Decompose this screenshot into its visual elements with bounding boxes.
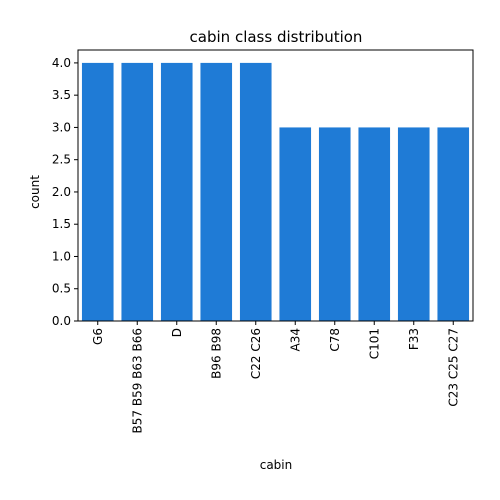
bar-g6 <box>81 62 114 322</box>
bar-c78 <box>318 127 351 322</box>
x-tick-label-c101: C101 <box>367 328 381 359</box>
bar-c101 <box>358 127 391 322</box>
y-tick-label: 1.0 <box>52 249 71 263</box>
bar-c22-c26 <box>239 62 272 322</box>
y-tick-label: 2.0 <box>52 185 71 199</box>
bars-group <box>81 62 470 322</box>
x-tick-label-g6: G6 <box>91 328 105 345</box>
x-tick-label-d: D <box>170 328 184 337</box>
x-tick-label-c23-c25-c27: C23 C25 C27 <box>446 328 460 407</box>
bar-b57-b59-b63-b66 <box>121 62 154 322</box>
y-tick-label: 2.5 <box>52 153 71 167</box>
y-axis-title: count <box>28 175 42 209</box>
y-tick-label: 3.5 <box>52 88 71 102</box>
y-tick-label: 4.0 <box>52 56 71 70</box>
x-tick-label-b57-b59-b63-b66: B57 B59 B63 B66 <box>130 328 144 433</box>
bar-c23-c25-c27 <box>437 127 470 322</box>
chart-title: cabin class distribution <box>190 28 363 46</box>
bar-d <box>160 62 193 322</box>
axes-group: 0.0 0.5 1.0 1.5 2.0 2.5 3.0 3.5 4.0 G6 B57 B59 B63… <box>52 49 474 433</box>
y-tick-label: 1.5 <box>52 217 71 231</box>
x-tick-label-f33: F33 <box>407 328 421 350</box>
y-tick-label: 0.0 <box>52 314 71 328</box>
x-tick-label-a34: A34 <box>288 328 302 351</box>
x-tick-label-b96-b98: B96 B98 <box>209 328 223 379</box>
x-tick-label-c78: C78 <box>328 328 342 352</box>
bar-a34 <box>279 127 312 322</box>
bar-f33 <box>397 127 430 322</box>
y-tick-label: 3.0 <box>52 120 71 134</box>
y-tick-label: 0.5 <box>52 282 71 296</box>
x-axis-title: cabin <box>260 458 293 472</box>
plot-frame <box>77 49 474 322</box>
x-tick-label-c22-c26: C22 C26 <box>249 328 263 379</box>
bar-b96-b98 <box>200 62 233 322</box>
